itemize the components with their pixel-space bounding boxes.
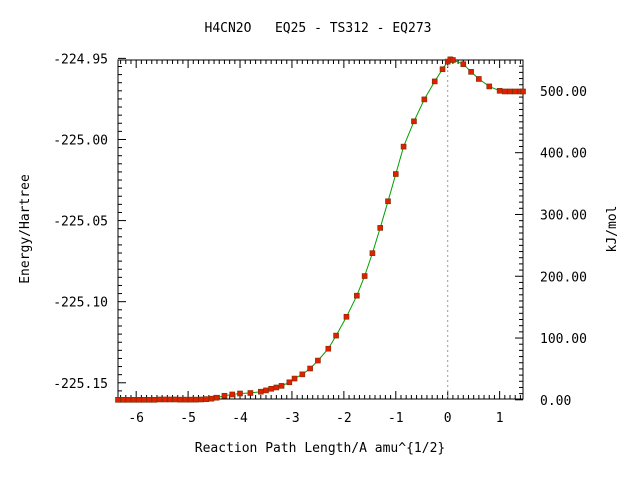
data-point [156,396,163,403]
data-point [486,83,493,90]
data-point [278,383,285,389]
x-tick-label: -3 [284,411,300,426]
data-point [247,390,254,396]
data-point [343,313,350,320]
data-point [286,379,293,386]
data-point [369,250,376,256]
data-point [496,88,503,94]
x-tick-label: -1 [388,411,404,426]
data-point [187,396,194,403]
data-point [221,392,228,399]
data-point [354,292,360,299]
x-tick-label: -5 [180,411,196,426]
data-point [325,345,332,352]
data-point [520,88,526,95]
data-point [130,397,137,403]
tick-labels: -6 -5 -4 -3 -2 -1 0 1 -224.95 -225.00 -225.05 -225.… [53,52,587,426]
data-point [291,375,298,382]
data-point [172,396,178,403]
data-point [307,365,313,372]
y2-tick-label: 500.00 [540,85,587,100]
plot-frame [117,59,524,400]
energy-profile-line [118,58,523,401]
data-point [135,397,142,403]
data-point [299,371,306,378]
y2-axis-label: kJ/mol [605,206,620,253]
data-point [273,384,280,391]
data-point [502,88,508,95]
ticks-layer [118,57,523,401]
y2-tick-label: 200.00 [540,270,587,285]
data-point [411,118,417,125]
x-tick-label: 0 [444,411,452,426]
data-point [385,198,391,205]
data-point [333,332,339,339]
data-point [392,171,399,177]
data-point [268,385,274,392]
series-layer [115,56,526,403]
data-point [115,397,121,403]
data-point [161,396,168,403]
data-point [507,88,513,95]
data-point [512,88,519,95]
data-point [146,397,152,403]
data-point [177,396,184,403]
data-point [257,388,264,395]
data-point [203,396,210,402]
data-point [263,387,269,394]
x-tick-label: -4 [232,411,248,426]
chart-title: H4CN2O EQ25 - TS312 - EQ273 [205,21,432,36]
y2-tick-label: 300.00 [540,208,587,223]
data-point [151,397,158,403]
data-point [198,396,204,403]
y-tick-label: -224.95 [53,52,108,67]
y-tick-label: -225.00 [53,133,108,148]
data-point [431,78,438,85]
data-point [182,396,189,403]
data-point [315,357,321,364]
data-point [439,66,446,73]
data-point [120,397,126,403]
data-point [361,273,368,279]
data-point [213,394,220,401]
y2-tick-label: 0.00 [540,394,571,409]
data-point [460,61,467,68]
y-tick-label: -225.10 [53,296,108,311]
data-point [229,391,236,398]
x-tick-label: -2 [336,411,352,426]
data-point [193,396,199,403]
y2-tick-label: 400.00 [540,147,587,162]
x-tick-label: -6 [128,411,144,426]
data-point [377,225,384,231]
y2-tick-label: 100.00 [540,332,587,347]
data-point [208,395,215,402]
y-axis-label: Energy/Hartree [18,174,33,284]
data-point [167,396,173,403]
y-tick-label: -225.05 [53,215,108,230]
data-point [141,397,147,403]
data-point [400,143,407,150]
data-point [468,69,474,75]
y-tick-label: -225.15 [53,377,108,392]
data-point [450,57,456,63]
data-point [476,76,482,82]
data-point [125,397,132,403]
x-axis-label: Reaction Path Length/A amu^{1/2} [195,441,445,456]
data-point [237,390,243,397]
data-point [421,96,428,103]
x-tick-label: 1 [496,411,504,426]
